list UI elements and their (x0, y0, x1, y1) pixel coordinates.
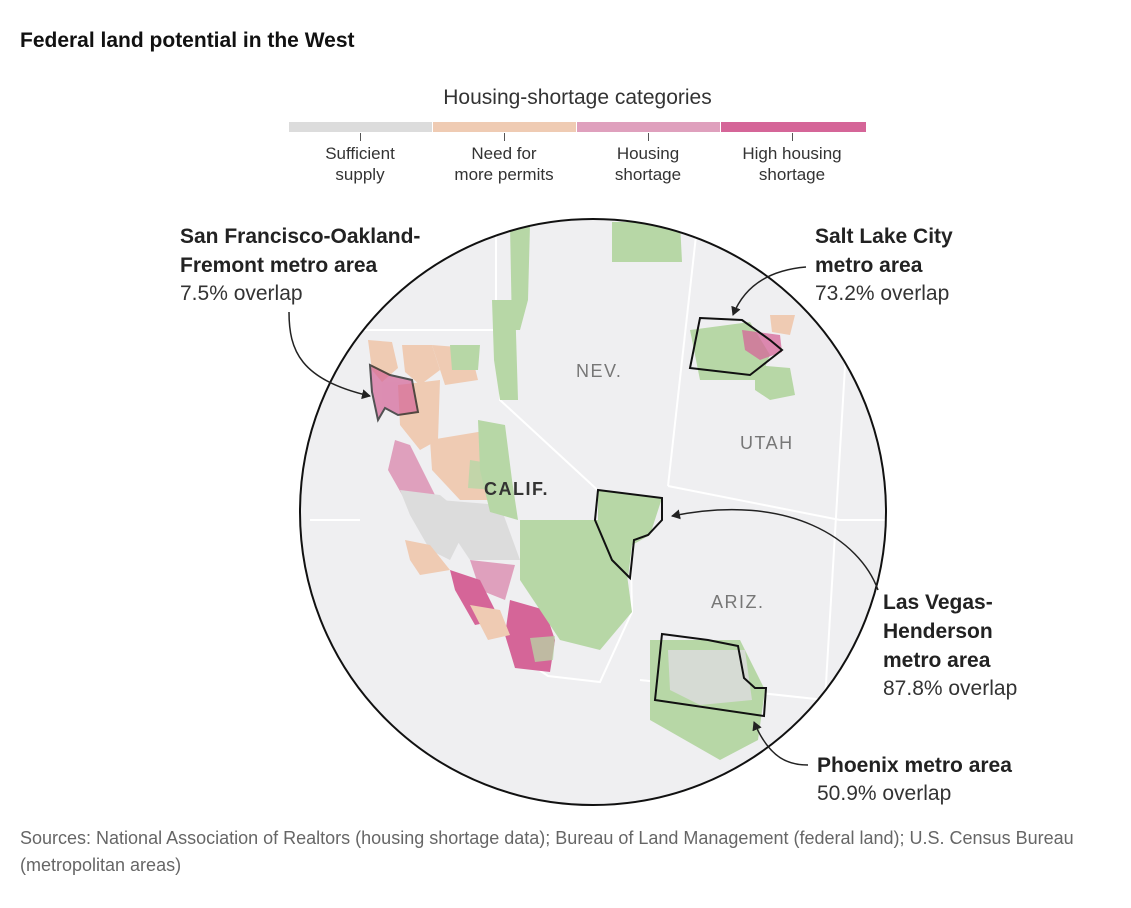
callout-lv-overlap: 87.8% overlap (883, 677, 1018, 700)
legend-tick (792, 133, 793, 141)
callout-sf-name-1: San Francisco-Oakland- (180, 225, 421, 248)
callout-slc-name-2: metro area (815, 254, 923, 277)
legend-swatch-high-shortage (721, 122, 866, 132)
callout-lv-name-1: Las Vegas- (883, 591, 993, 614)
page-title: Federal land potential in the West (20, 29, 355, 52)
callout-lv-name-2: Henderson (883, 620, 993, 643)
legend-tick (360, 133, 361, 141)
legend-label-sufficient: Sufficient supply (325, 144, 395, 184)
state-label-utah: UTAH (740, 433, 794, 453)
slc-shortage-area (742, 330, 782, 360)
map-circle-frame (299, 218, 887, 806)
state-label-nevada: NEV. (576, 361, 623, 381)
slc-permits-area (770, 315, 795, 335)
lv-metro-outline (593, 488, 663, 581)
legend-swatch-permits (433, 122, 576, 132)
callout-phoenix: Phoenix metro area 50.9% overlap (817, 751, 1012, 808)
legend-tick (648, 133, 649, 141)
callout-slc-overlap: 73.2% overlap (815, 282, 950, 305)
phoenix-metro-outline (653, 632, 768, 718)
callout-slc: Salt Lake City metro area 73.2% overlap (815, 222, 953, 308)
source-note: Sources: National Association of Realtor… (20, 828, 1074, 875)
legend-label-shortage: Housing shortage (614, 144, 682, 184)
callout-lv: Las Vegas- Henderson metro area 87.8% ov… (883, 588, 1017, 703)
legend-swatch-shortage (577, 122, 720, 132)
callout-lv-name-3: metro area (883, 649, 991, 672)
state-label-california: CALIF. (484, 479, 549, 499)
state-label-arizona: ARIZ. (711, 592, 765, 612)
slc-metro-outline (688, 316, 784, 377)
leader-lines (288, 266, 879, 766)
legend-title: Housing-shortage categories (443, 86, 712, 109)
callout-slc-name-1: Salt Lake City (815, 225, 953, 248)
sf-metro-outline (368, 363, 420, 423)
legend-swatch-sufficient (289, 122, 432, 132)
phoenix-sufficient-area (668, 650, 752, 705)
callout-phoenix-name: Phoenix metro area (817, 754, 1012, 777)
callout-phoenix-overlap: 50.9% overlap (817, 782, 952, 805)
legend-tick (504, 133, 505, 141)
legend-label-high-shortage: High housing shortage (742, 144, 842, 184)
callout-sf-name-2: Fremont metro area (180, 254, 378, 277)
callout-sf-overlap: 7.5% overlap (180, 282, 303, 305)
legend-label-permits: Need for more permits (454, 144, 554, 184)
callout-sf: San Francisco-Oakland- Fremont metro are… (180, 222, 420, 308)
